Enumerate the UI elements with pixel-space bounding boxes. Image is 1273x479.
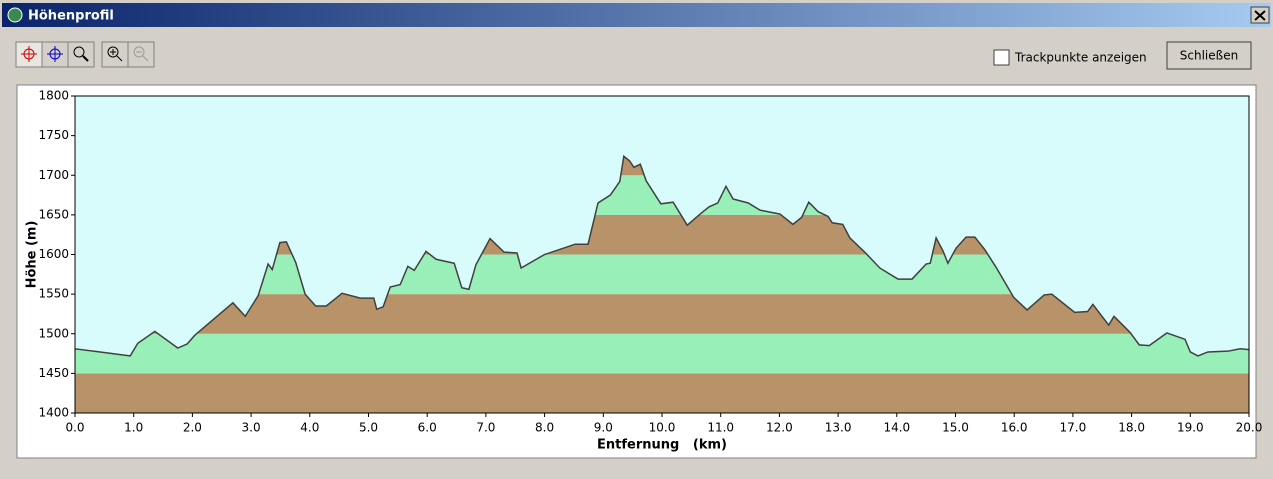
x-tick-label: 13.0 bbox=[825, 421, 852, 435]
x-tick-label: 20.0 bbox=[1236, 421, 1263, 435]
y-tick-label: 1500 bbox=[38, 326, 69, 340]
x-tick-label: 12.0 bbox=[766, 421, 793, 435]
x-tick-label: 1.0 bbox=[124, 421, 143, 435]
close-button[interactable] bbox=[1166, 41, 1252, 70]
x-tick-label: 3.0 bbox=[242, 421, 261, 435]
x-tick-label: 16.0 bbox=[1001, 421, 1028, 435]
y-tick-label: 1450 bbox=[38, 366, 69, 380]
close-x[interactable] bbox=[1250, 6, 1270, 24]
toolbar bbox=[15, 41, 155, 68]
checkbox-label[interactable]: Trackpunkte anzeigen bbox=[1014, 51, 1147, 65]
x-tick-label: 14.0 bbox=[883, 421, 910, 435]
x-tick-label: 10.0 bbox=[649, 421, 676, 435]
elevation-band bbox=[75, 333, 1249, 374]
x-tick-label: 0.0 bbox=[65, 421, 84, 435]
y-tick-label: 1800 bbox=[38, 89, 69, 103]
y-axis-label: Höhe (m) bbox=[25, 221, 40, 289]
y-tick-label: 1750 bbox=[38, 128, 69, 142]
tool-zoom-box[interactable] bbox=[67, 41, 95, 68]
y-tick-label: 1400 bbox=[38, 406, 69, 420]
x-tick-label: 15.0 bbox=[942, 421, 969, 435]
y-tick-label: 1700 bbox=[38, 168, 69, 182]
x-tick-label: 19.0 bbox=[1177, 421, 1204, 435]
checkbox[interactable] bbox=[993, 49, 1010, 66]
title-bar bbox=[2, 3, 1271, 27]
tool-blue-cross[interactable] bbox=[41, 41, 69, 68]
x-tick-label: 11.0 bbox=[707, 421, 734, 435]
tool-zoom-in[interactable] bbox=[101, 41, 129, 68]
x-tick-label: 17.0 bbox=[1060, 421, 1087, 435]
y-tick-label: 1600 bbox=[38, 247, 69, 261]
close-button-label[interactable]: Schließen bbox=[1180, 49, 1238, 63]
y-tick-label: 1650 bbox=[38, 207, 69, 221]
x-tick-label: 5.0 bbox=[359, 421, 378, 435]
x-tick-label: 2.0 bbox=[183, 421, 202, 435]
tool-red-cross[interactable] bbox=[15, 41, 43, 68]
profile-line bbox=[74, 154, 1250, 357]
x-tick-label: 18.0 bbox=[1118, 421, 1145, 435]
chart: 1400 1450 1500 1550 1600 1650 1700 1750 1800 0.0 1… bbox=[25, 89, 1263, 453]
tool-zoom-out[interactable] bbox=[127, 41, 155, 68]
elevation-band bbox=[75, 373, 1249, 413]
x-tick-label: 6.0 bbox=[418, 421, 437, 435]
x-tick-label: 4.0 bbox=[300, 421, 319, 435]
x-tick-label: 7.0 bbox=[476, 421, 495, 435]
x-tick-label: 8.0 bbox=[535, 421, 554, 435]
elevation-band bbox=[75, 294, 1249, 334]
window-title: Höhenprofil bbox=[28, 9, 114, 24]
y-tick-label: 1550 bbox=[38, 287, 69, 301]
app-icon bbox=[7, 7, 23, 23]
x-tick-label: 9.0 bbox=[594, 421, 613, 435]
x-axis-label: Entfernung (km) bbox=[597, 438, 727, 453]
